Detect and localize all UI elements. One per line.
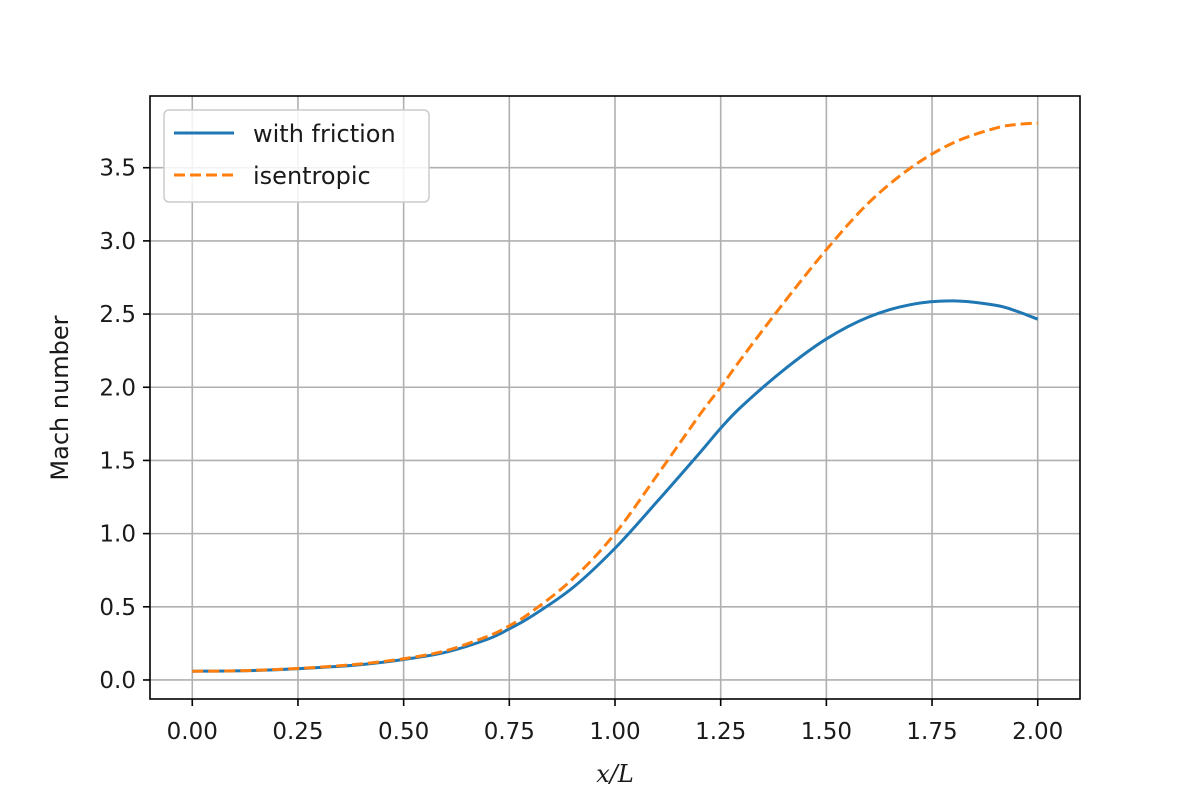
x-tick-label: 1.25 [695, 719, 746, 745]
y-tick-label: 3.0 [99, 229, 136, 255]
series-layer [192, 121, 1039, 673]
y-tick-label: 1.0 [99, 522, 136, 548]
y-axis: 0.0 0.5 1.0 1.5 2.0 2.5 3.0 3.5 [99, 156, 150, 694]
x-tick-label: 1.50 [801, 719, 852, 745]
legend-label-isentropic: isentropic [253, 162, 371, 190]
y-tick-label: 3.5 [99, 156, 136, 182]
y-tick-label: 1.5 [99, 448, 136, 474]
y-tick-label: 0.5 [99, 595, 136, 621]
x-tick-label: 0.00 [167, 719, 218, 745]
y-tick-label: 2.0 [99, 375, 136, 401]
series-line-isentropic [192, 121, 1038, 673]
x-tick-label: 0.25 [272, 719, 323, 745]
y-tick-label: 2.5 [99, 302, 136, 328]
y-tick-label: 0.0 [99, 668, 136, 694]
x-tick-label: 0.50 [378, 719, 429, 745]
x-tick-label: 1.00 [589, 719, 640, 745]
x-tick-label: 0.75 [484, 719, 535, 745]
x-tick-label: 2.00 [1012, 719, 1063, 745]
x-axis-label: x/L [596, 760, 634, 788]
x-tick-label: 1.75 [906, 719, 957, 745]
y-axis-label: Mach number [46, 315, 74, 480]
legend: with friction isentropic [163, 109, 430, 203]
x-axis: 0.00 0.25 0.50 0.75 1.00 1.25 1.50 1.75 2.00 [167, 699, 1063, 745]
legend-label-with-friction: with friction [253, 120, 396, 148]
